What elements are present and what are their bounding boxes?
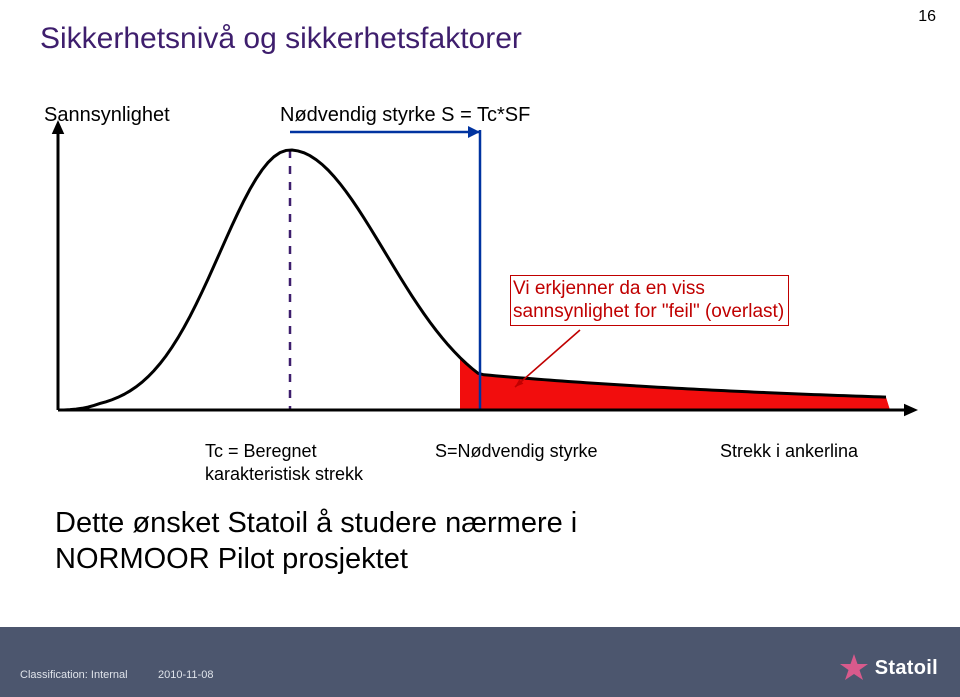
overload-region bbox=[460, 358, 890, 410]
slide: 16 Sikkerhetsnivå og sikkerhetsfaktorer … bbox=[0, 0, 960, 697]
footer-date: 2010-11-08 bbox=[158, 669, 213, 681]
page-title: Sikkerhetsnivå og sikkerhetsfaktorer bbox=[40, 22, 522, 56]
x-label-tc: Tc = Beregnet karakteristisk strekk bbox=[205, 440, 363, 485]
overload-annotation-line1: Vi erkjenner da en viss bbox=[513, 278, 784, 301]
page-number: 16 bbox=[918, 8, 936, 26]
conclusion-text: Dette ønsket Statoil å studere nærmere i… bbox=[55, 505, 577, 578]
conclusion-l1: Dette ønsket Statoil å studere nærmere i bbox=[55, 505, 577, 541]
footer-classification: Classification: Internal bbox=[20, 669, 128, 681]
x-label-tc-l2: karakteristisk strekk bbox=[205, 463, 363, 486]
overload-annotation-line2: sannsynlighet for "feil" (overlast) bbox=[513, 301, 784, 324]
y-axis-arrowhead-icon bbox=[52, 120, 65, 134]
x-label-end: Strekk i ankerlina bbox=[720, 440, 858, 463]
star-icon bbox=[839, 653, 869, 683]
x-label-tc-l1: Tc = Beregnet bbox=[205, 440, 363, 463]
logo-text: Statoil bbox=[875, 657, 938, 680]
blue-arrowhead-icon bbox=[468, 126, 480, 138]
conclusion-l2: NORMOOR Pilot prosjektet bbox=[55, 541, 577, 577]
statoil-logo: Statoil bbox=[839, 653, 938, 683]
footer-bar: Classification: Internal 2010-11-08 Stat… bbox=[0, 627, 960, 697]
overload-annotation-box: Vi erkjenner da en viss sannsynlighet fo… bbox=[510, 275, 789, 326]
x-axis-arrowhead-icon bbox=[904, 404, 918, 417]
x-label-s: S=Nødvendig styrke bbox=[435, 440, 598, 463]
